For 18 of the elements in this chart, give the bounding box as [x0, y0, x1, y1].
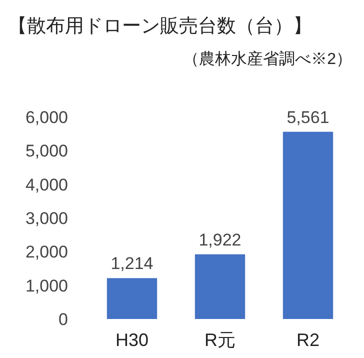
- x-tick-label: H30: [115, 330, 149, 350]
- bar: [194, 254, 246, 319]
- chart-subtitle: （農林水産省調べ※2）: [183, 50, 352, 68]
- x-tick-label: R元: [204, 330, 236, 350]
- y-tick-label: 4,000: [25, 175, 68, 194]
- y-tick-label: 3,000: [25, 209, 68, 228]
- text: 1,214: [110, 254, 154, 274]
- text: 5,561: [286, 108, 330, 127]
- bar: [106, 278, 158, 319]
- y-tick-label: 2,000: [25, 242, 68, 262]
- x-tick-label: R2: [296, 330, 320, 350]
- chart-title: 【散布用ドローン販売台数（台）】: [8, 16, 312, 37]
- y-tick-label: 0: [58, 310, 68, 329]
- y-tick-label: 6,000: [25, 108, 68, 127]
- y-tick-label: 5,000: [25, 142, 68, 161]
- text: 1,922: [198, 230, 242, 250]
- bar: [282, 132, 334, 319]
- y-tick-label: 1,000: [25, 276, 68, 296]
